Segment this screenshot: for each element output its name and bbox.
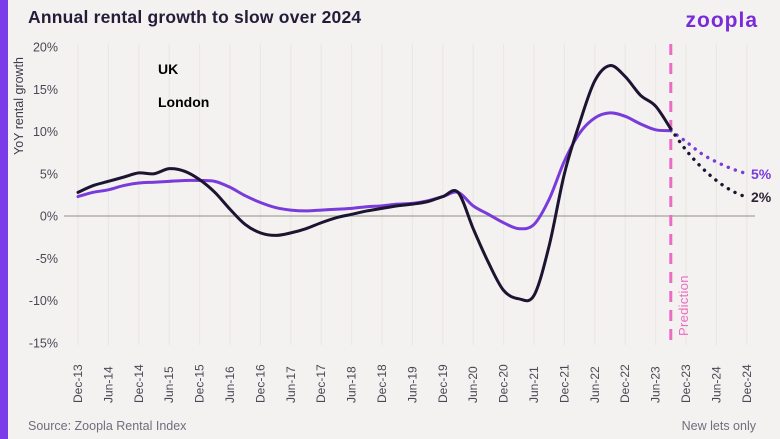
x-tick-label: Jun-17 [284, 366, 298, 403]
legend-item-uk: UK [122, 58, 209, 80]
x-tick-label: Dec-24 [740, 364, 754, 403]
y-tick-label: 5% [40, 167, 58, 181]
london-prediction-series-line [669, 127, 749, 200]
legend-item-london: London [122, 91, 209, 113]
legend-label-london: London [158, 94, 210, 110]
x-tick-label: Dec-16 [253, 364, 267, 403]
uk-prediction-series-line [669, 128, 749, 176]
x-tick-label: Jun-16 [223, 366, 237, 403]
x-tick-label: Dec-15 [193, 364, 207, 403]
y-tick-label: 20% [33, 41, 58, 55]
prediction-region-label: Prediction [676, 275, 691, 336]
x-tick-label: Dec-14 [132, 364, 146, 403]
y-tick-label: -5% [36, 252, 58, 266]
london-series-line [76, 64, 673, 303]
x-tick-label: Dec-20 [497, 364, 511, 403]
x-tick-label: Dec-17 [314, 364, 328, 403]
london-forecast-end-value: 2% [751, 189, 772, 205]
zoopla-logo: zoopla [685, 9, 758, 32]
uk-line-swatch [122, 68, 148, 71]
x-tick-label: Dec-18 [375, 364, 389, 403]
london-line-swatch [122, 101, 148, 104]
x-tick-label: Jun-14 [101, 366, 115, 403]
x-tick-label: Jun-24 [709, 366, 723, 403]
x-tick-label: Dec-22 [618, 364, 632, 403]
legend-label-uk: UK [158, 61, 179, 77]
x-tick-label: Jun-19 [405, 366, 419, 403]
y-tick-label: 0% [40, 210, 58, 224]
footer: Source: Zoopla Rental Index New lets onl… [28, 419, 756, 433]
y-tick-label: 15% [33, 83, 58, 97]
brand-accent-strip [0, 0, 8, 439]
y-tick-label: -15% [29, 336, 58, 350]
new-lets-note: New lets only [681, 419, 756, 433]
x-tick-label: Dec-21 [557, 364, 571, 403]
legend: UK London [122, 58, 209, 124]
x-tick-label: Jun-21 [527, 366, 541, 403]
page-title: Annual rental growth to slow over 2024 [28, 7, 362, 27]
x-tick-label: Dec-23 [679, 364, 693, 403]
x-tick-label: Dec-13 [71, 364, 85, 403]
y-tick-label: -10% [29, 294, 58, 308]
x-tick-label: Jun-18 [345, 366, 359, 403]
y-axis-label: YoY rental growth [12, 57, 26, 155]
uk-forecast-end-value: 5% [751, 166, 772, 182]
x-tick-label: Dec-19 [436, 364, 450, 403]
y-tick-label: 10% [33, 125, 58, 139]
x-tick-label: Jun-23 [649, 366, 663, 403]
source-note: Source: Zoopla Rental Index [28, 419, 187, 433]
x-tick-label: Jun-15 [162, 366, 176, 403]
uk-series-line [76, 111, 673, 231]
x-tick-label: Jun-22 [588, 366, 602, 403]
x-tick-label: Jun-20 [466, 366, 480, 403]
